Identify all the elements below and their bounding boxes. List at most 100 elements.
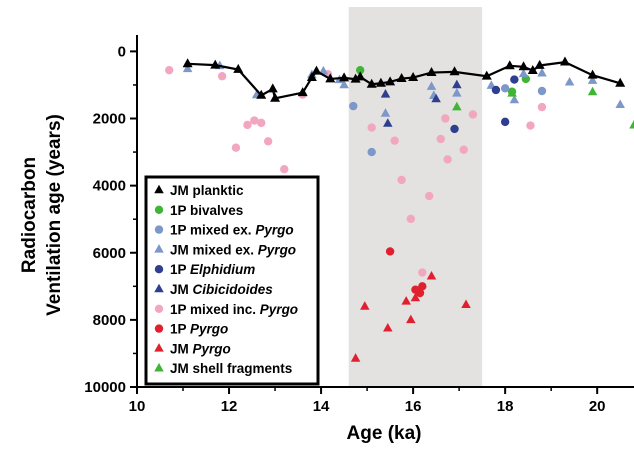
series-line	[187, 60, 621, 100]
legend-entry: JM mixed ex. Pyrgo	[154, 242, 296, 257]
series-1p-elphidium	[450, 75, 519, 134]
data-point	[537, 86, 547, 96]
x-tick-label: 14	[313, 398, 330, 415]
data-point	[507, 88, 517, 97]
data-point	[165, 65, 174, 75]
data-point	[450, 124, 459, 134]
data-point	[297, 87, 308, 97]
data-point	[537, 67, 547, 77]
legend-label: 1P mixed ex. Pyrgo	[170, 223, 294, 238]
data-point	[383, 322, 393, 332]
data-point	[263, 137, 273, 146]
data-point	[468, 110, 478, 119]
data-point	[426, 81, 437, 90]
y-tick-label: 2000	[93, 111, 126, 128]
data-point	[367, 123, 376, 132]
legend-label: 1P Elphidium	[170, 262, 255, 277]
data-point	[518, 61, 529, 71]
data-point	[233, 63, 244, 73]
legend-label: JM Cibicidoides	[170, 282, 273, 297]
data-point	[481, 70, 492, 80]
legend-box	[144, 175, 320, 386]
data-point	[436, 134, 445, 144]
data-point	[270, 92, 281, 102]
data-point	[526, 121, 535, 130]
y-axis-title-line1: Radiocarbon	[19, 157, 40, 273]
data-point	[210, 59, 221, 69]
legend-marker	[154, 225, 164, 234]
data-point	[380, 89, 391, 98]
data-point	[410, 292, 421, 302]
data-point	[537, 102, 547, 112]
series-1p-mixed-ex-pyrgo	[349, 84, 547, 157]
data-point	[339, 79, 349, 89]
x-tick-label: 10	[129, 398, 146, 415]
data-point	[350, 73, 361, 83]
x-tick-label: 18	[497, 398, 514, 415]
data-point	[380, 108, 391, 117]
legend-label: 1P bivalves	[170, 203, 243, 218]
data-point	[366, 78, 377, 88]
data-point	[385, 247, 395, 256]
data-point	[311, 65, 322, 75]
data-point	[360, 301, 370, 310]
data-point	[587, 86, 598, 96]
legend-label: JM planktic	[170, 183, 244, 198]
y-tick-label: 0	[118, 43, 126, 60]
data-point	[397, 175, 406, 185]
data-point	[534, 59, 545, 69]
shaded-age-band	[348, 7, 483, 387]
legend-label: JM Pyrgo	[170, 341, 231, 356]
data-point	[401, 296, 411, 305]
legend-label: 1P Pyrgo	[170, 322, 228, 337]
series-jm-planktic	[182, 56, 626, 102]
data-point	[426, 66, 437, 76]
data-point	[415, 288, 425, 298]
legend-marker	[154, 205, 164, 214]
data-point	[217, 72, 227, 81]
data-point	[491, 85, 501, 95]
data-point	[250, 116, 259, 125]
data-point	[504, 60, 515, 70]
legend-entry: 1P Elphidium	[154, 262, 255, 277]
data-point	[527, 64, 538, 74]
data-point	[243, 120, 252, 130]
data-point	[280, 164, 289, 174]
data-point	[306, 71, 317, 81]
y-tick-label: 8000	[93, 312, 126, 329]
legend-marker	[154, 343, 164, 352]
y-tick-label: 10000	[84, 379, 126, 396]
legend-marker	[154, 362, 164, 372]
data-point	[452, 79, 462, 89]
data-point	[396, 72, 407, 82]
legend: JM planktic 1P bivalves 1P mixed ex. Pyrgo…	[144, 175, 320, 386]
x-tick-label: 20	[589, 398, 606, 415]
data-point	[587, 75, 598, 84]
data-point	[500, 117, 510, 127]
data-point	[431, 93, 441, 103]
legend-entry: JM Pyrgo	[154, 341, 231, 356]
legend-marker	[154, 324, 164, 333]
data-point	[325, 73, 336, 83]
legend-entry: 1P mixed inc. Pyrgo	[154, 302, 298, 317]
data-point	[383, 118, 393, 127]
data-point	[629, 119, 634, 129]
data-point	[461, 299, 471, 309]
x-tick-label: 12	[221, 398, 238, 415]
x-tick-label: 16	[405, 398, 422, 415]
data-point	[231, 143, 241, 152]
data-point	[459, 145, 468, 154]
data-point	[182, 58, 193, 68]
data-point	[509, 94, 520, 104]
data-point	[375, 77, 386, 87]
data-point	[349, 101, 358, 111]
data-point	[615, 99, 625, 109]
data-point	[443, 155, 452, 164]
data-point	[587, 69, 598, 79]
legend-label: JM shell fragments	[170, 361, 292, 376]
data-point	[426, 270, 437, 280]
legend-entry: JM shell fragments	[154, 361, 292, 376]
series-jm-shell-fragments	[452, 86, 634, 129]
data-point	[452, 101, 462, 111]
